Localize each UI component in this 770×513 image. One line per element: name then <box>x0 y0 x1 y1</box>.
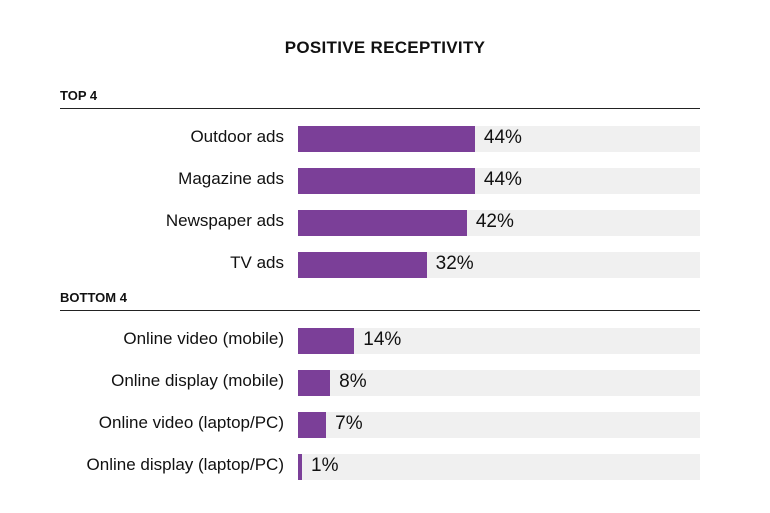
bar-track <box>298 412 700 438</box>
bar-row: Magazine ads 44% <box>0 166 770 194</box>
bar-row: Online display (laptop/PC) 1% <box>0 452 770 480</box>
bar-track <box>298 370 700 396</box>
bar <box>298 328 355 354</box>
category-label: Newspaper ads <box>165 211 284 230</box>
value-label: 44% <box>483 127 522 148</box>
section-label: TOP 4 <box>60 88 98 103</box>
category-label: Magazine ads <box>178 169 284 188</box>
bar <box>298 210 467 236</box>
category-label: TV ads <box>230 253 284 272</box>
value-label: 32% <box>435 253 474 274</box>
bar <box>298 454 303 480</box>
bar <box>298 370 331 396</box>
value-label: 42% <box>475 211 514 232</box>
section-divider <box>60 310 700 311</box>
category-label: Outdoor ads <box>190 127 284 146</box>
value-label: 14% <box>363 329 402 350</box>
bar-row: Online video (laptop/PC) 7% <box>0 410 770 438</box>
bar <box>298 126 475 152</box>
bar <box>298 252 427 278</box>
category-label: Online video (laptop/PC) <box>98 413 284 432</box>
value-label: 7% <box>335 413 363 434</box>
bar-row: TV ads 32% <box>0 250 770 278</box>
bar-track <box>298 454 700 480</box>
bar-row: Online display (mobile) 8% <box>0 368 770 396</box>
chart-title: POSITIVE RECEPTIVITY <box>284 38 486 57</box>
value-label: 1% <box>311 455 339 476</box>
category-label: Online display (laptop/PC) <box>86 455 284 474</box>
bar-track <box>298 328 700 354</box>
bar <box>298 412 327 438</box>
bar-row: Newspaper ads 42% <box>0 208 770 236</box>
bar <box>298 168 475 194</box>
value-label: 8% <box>339 371 367 392</box>
category-label: Online video (mobile) <box>123 329 284 348</box>
category-label: Online display (mobile) <box>111 371 284 390</box>
section-divider <box>60 108 700 109</box>
bar-row: Outdoor ads 44% <box>0 124 770 152</box>
value-label: 44% <box>483 169 522 190</box>
bar-row: Online video (mobile) 14% <box>0 326 770 354</box>
section-label: BOTTOM 4 <box>60 290 127 305</box>
